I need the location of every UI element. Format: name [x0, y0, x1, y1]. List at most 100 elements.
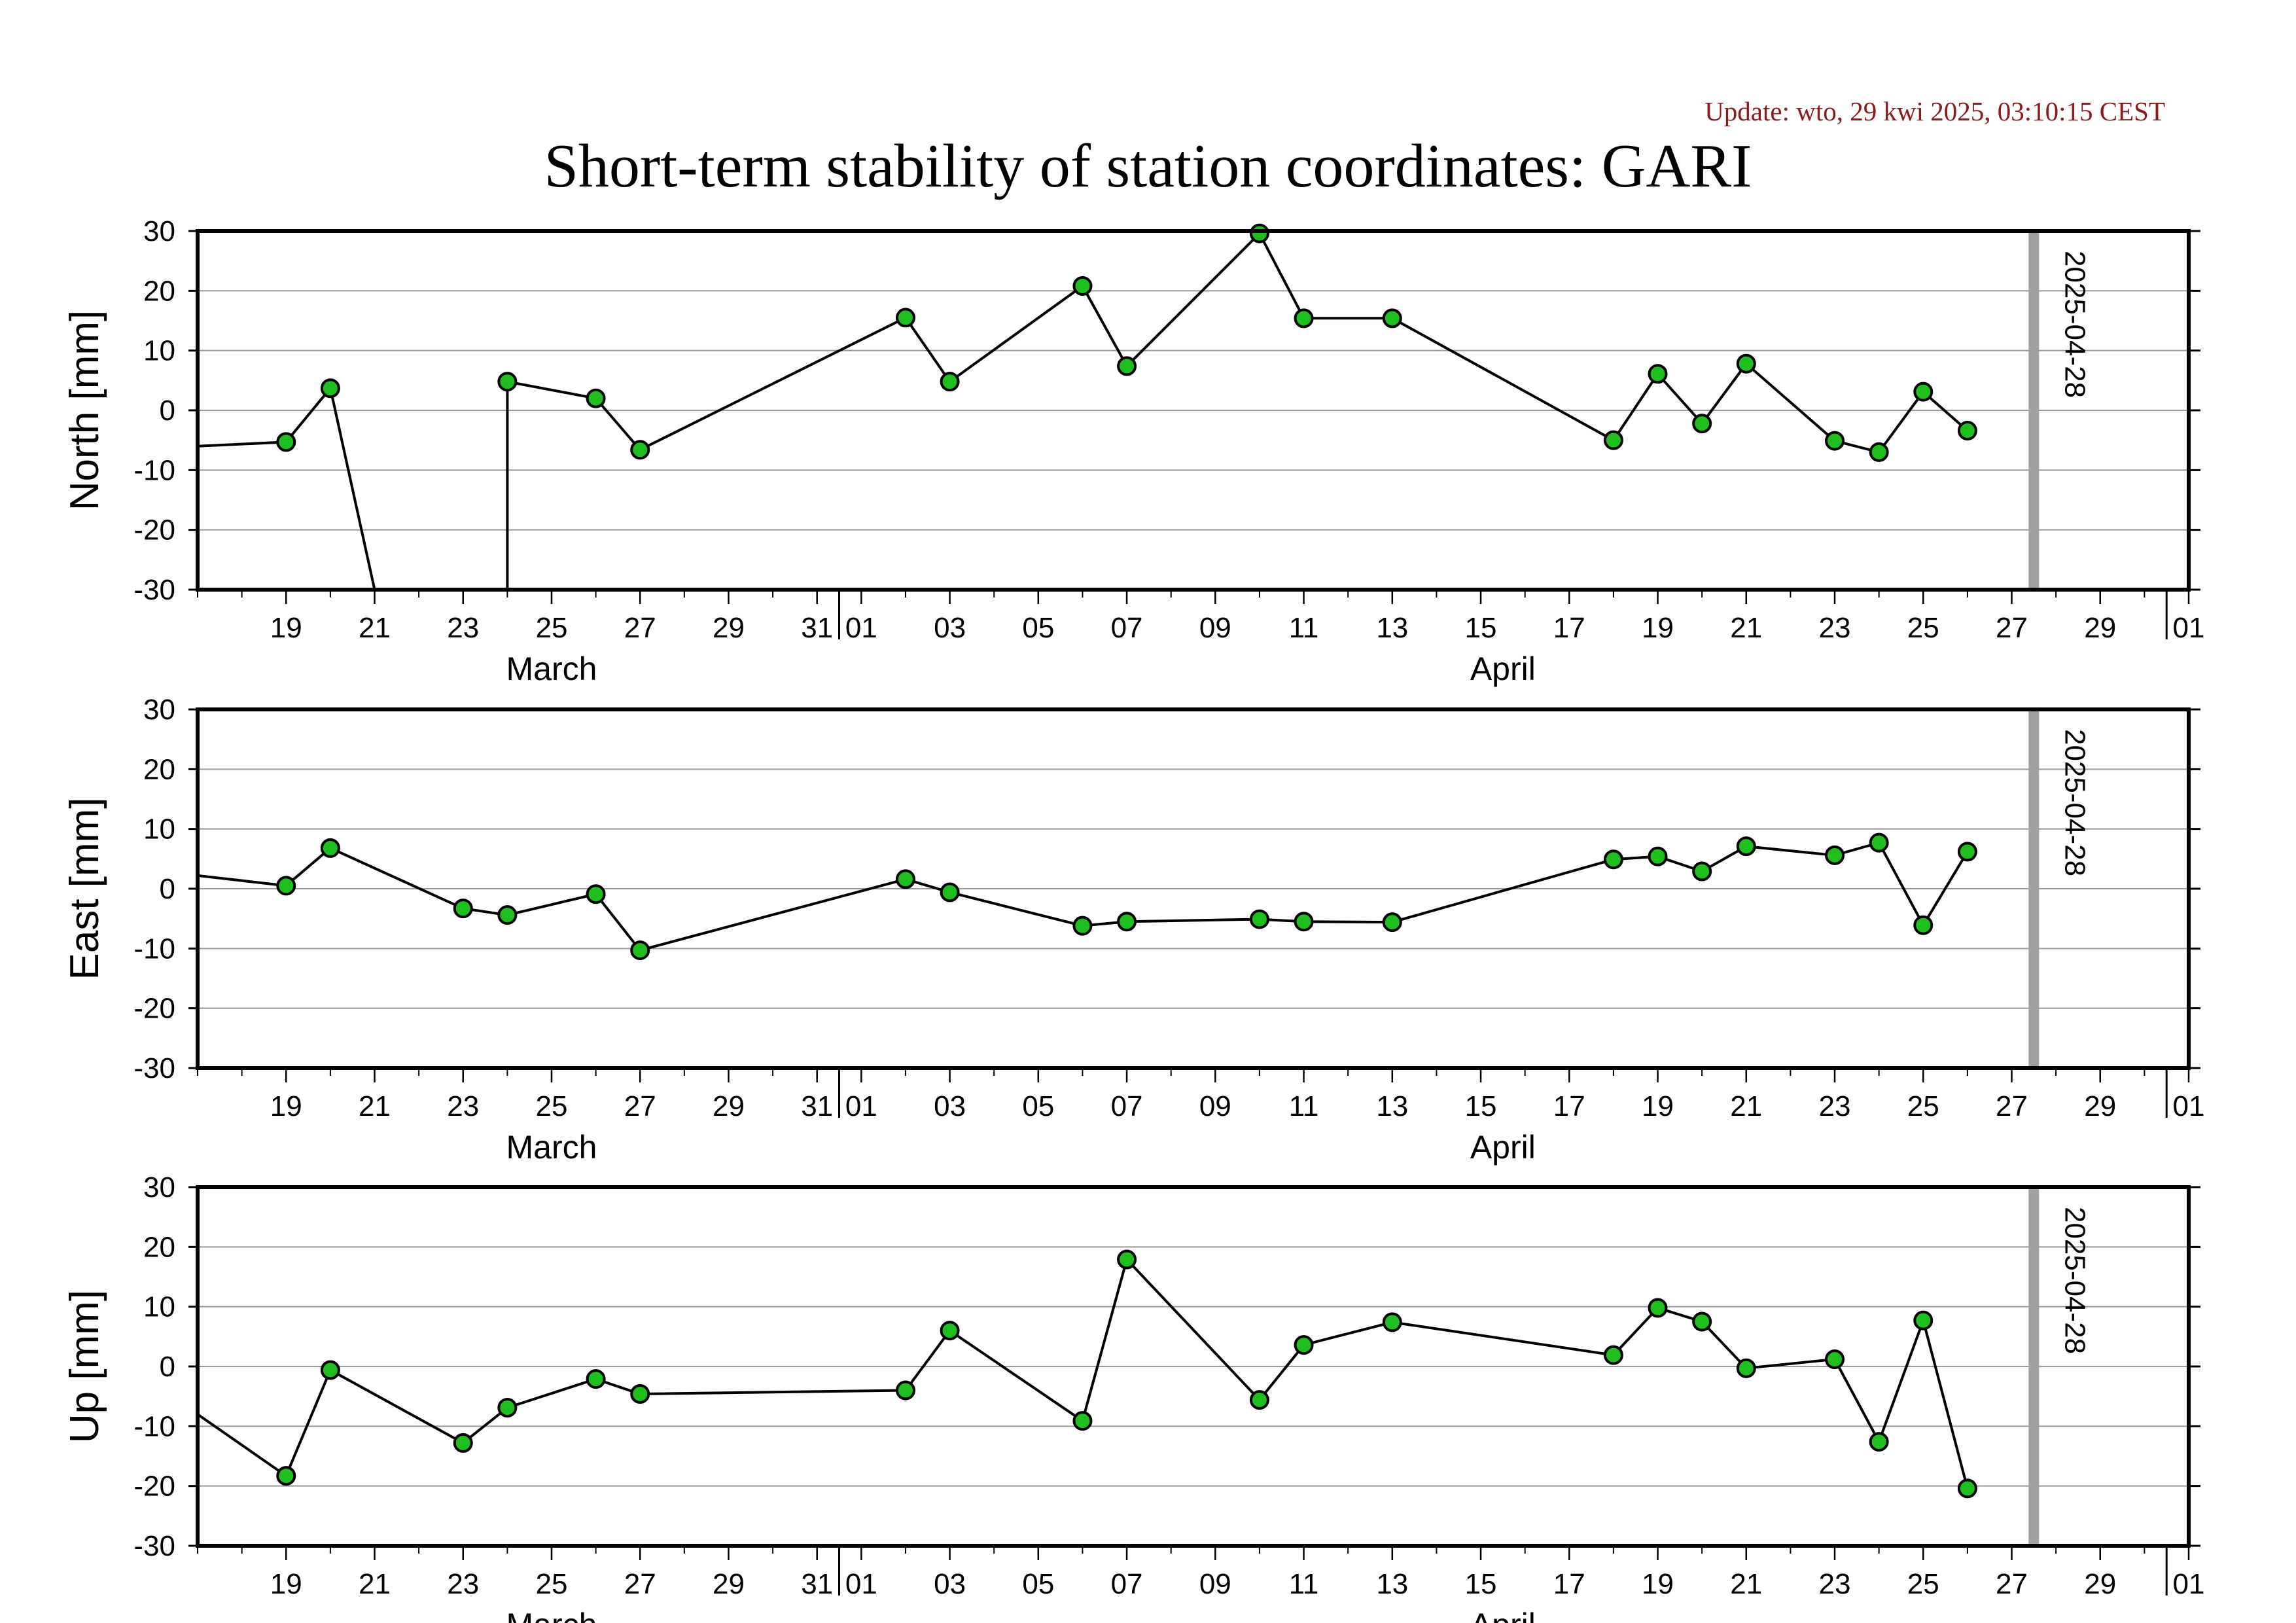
x-tick-label: 19 [1642, 1090, 1674, 1122]
data-point [1869, 1432, 1889, 1452]
y-tick-label: -30 [133, 1052, 175, 1084]
data-point [453, 899, 473, 919]
x-tick-label: 15 [1465, 1568, 1497, 1600]
update-timestamp: Update: wto, 29 kwi 2025, 03:10:15 CEST [1704, 96, 2165, 126]
plot-frame [196, 707, 2191, 1070]
x-tick-label: 25 [1907, 612, 1939, 644]
y-tick-label: 0 [160, 1351, 175, 1383]
data-point [586, 1369, 606, 1389]
y-tick-label: 20 [143, 1231, 175, 1263]
data-point [276, 1466, 296, 1486]
data-point [1072, 1411, 1093, 1431]
data-point [1249, 1390, 1269, 1410]
x-tick-label: 21 [1730, 1568, 1762, 1600]
data-point [630, 940, 650, 961]
data-point [1957, 421, 1977, 441]
y-axis-label: Up [mm] [62, 1290, 107, 1443]
x-tick-label: 21 [359, 612, 391, 644]
month-label: April [1470, 651, 1536, 687]
data-point [1382, 912, 1402, 933]
x-tick-label: 01 [845, 1568, 877, 1600]
data-point [940, 1321, 960, 1341]
x-tick-label: 21 [1730, 612, 1762, 644]
data-point [1692, 414, 1712, 434]
x-tick-label: 25 [1907, 1568, 1939, 1600]
x-tick-label: 03 [934, 1568, 966, 1600]
y-tick-label: -20 [133, 514, 175, 546]
x-tick-label: 09 [1199, 1090, 1231, 1122]
data-point [1957, 842, 1977, 862]
plot-frame [196, 1185, 2191, 1548]
data-point [1117, 356, 1137, 376]
x-tick-label: 13 [1376, 612, 1408, 644]
x-tick-label: 05 [1022, 612, 1054, 644]
data-point [940, 372, 960, 392]
x-tick-label: 19 [270, 612, 302, 644]
data-point [895, 869, 915, 889]
y-tick-label: 0 [160, 873, 175, 905]
x-tick-label: 01 [2173, 1568, 2205, 1600]
data-point [1294, 1335, 1314, 1355]
data-point [1648, 364, 1668, 384]
x-tick-label: 21 [359, 1090, 391, 1122]
x-tick-label: 31 [801, 1090, 833, 1122]
current-date-label: 2025-04-28 [2058, 251, 2091, 398]
x-tick-label: 25 [536, 1568, 568, 1600]
month-label: March [506, 1607, 597, 1623]
x-tick-label: 19 [270, 1090, 302, 1122]
data-point [1249, 909, 1269, 929]
x-tick-label: 11 [1289, 612, 1319, 644]
data-point [1072, 276, 1093, 296]
plot-frame [196, 229, 2191, 592]
data-point [1736, 836, 1756, 857]
x-tick-label: 13 [1376, 1090, 1408, 1122]
x-tick-label: 03 [934, 1090, 966, 1122]
data-point [1072, 916, 1093, 936]
x-tick-label: 07 [1111, 1090, 1143, 1122]
data-point [1825, 1349, 1845, 1370]
y-tick-label: -20 [133, 1471, 175, 1503]
x-tick-label: 29 [713, 1090, 745, 1122]
data-point [940, 882, 960, 902]
x-tick-label: 29 [2084, 1568, 2116, 1600]
data-point [586, 884, 606, 904]
x-tick-label: 27 [1996, 1568, 2028, 1600]
y-tick-label: 30 [143, 694, 175, 726]
x-tick-label: 07 [1111, 1568, 1143, 1600]
data-point [1692, 861, 1712, 882]
y-axis-label: East [mm] [62, 797, 107, 980]
data-point [1603, 1345, 1623, 1365]
x-tick-label: 29 [2084, 1090, 2116, 1122]
x-tick-label: 21 [359, 1568, 391, 1600]
x-tick-label: 23 [447, 1090, 479, 1122]
y-tick-label: 20 [143, 753, 175, 785]
x-tick-label: 01 [2173, 612, 2205, 644]
x-tick-label: 23 [1819, 1090, 1851, 1122]
x-tick-label: 29 [2084, 612, 2116, 644]
x-tick-label: 27 [1996, 1090, 2028, 1122]
data-point [1648, 1298, 1668, 1318]
x-tick-label: 15 [1465, 1090, 1497, 1122]
x-tick-label: 01 [845, 1090, 877, 1122]
y-tick-label: -30 [133, 574, 175, 606]
data-point [1382, 1312, 1402, 1332]
x-tick-label: 11 [1289, 1090, 1319, 1122]
x-tick-label: 29 [713, 612, 745, 644]
data-point [497, 1398, 518, 1418]
x-tick-label: 01 [2173, 1090, 2205, 1122]
x-tick-label: 25 [536, 612, 568, 644]
data-point [586, 388, 606, 408]
x-tick-label: 17 [1553, 1568, 1585, 1600]
y-tick-label: 30 [143, 215, 175, 247]
x-tick-label: 23 [447, 1568, 479, 1600]
x-tick-label: 19 [1642, 612, 1674, 644]
month-label: March [506, 651, 597, 687]
x-tick-label: 29 [713, 1568, 745, 1600]
data-point [630, 440, 650, 460]
data-point [497, 905, 518, 925]
data-point [1913, 915, 1934, 935]
data-point [1603, 430, 1623, 450]
data-point [1913, 382, 1934, 402]
